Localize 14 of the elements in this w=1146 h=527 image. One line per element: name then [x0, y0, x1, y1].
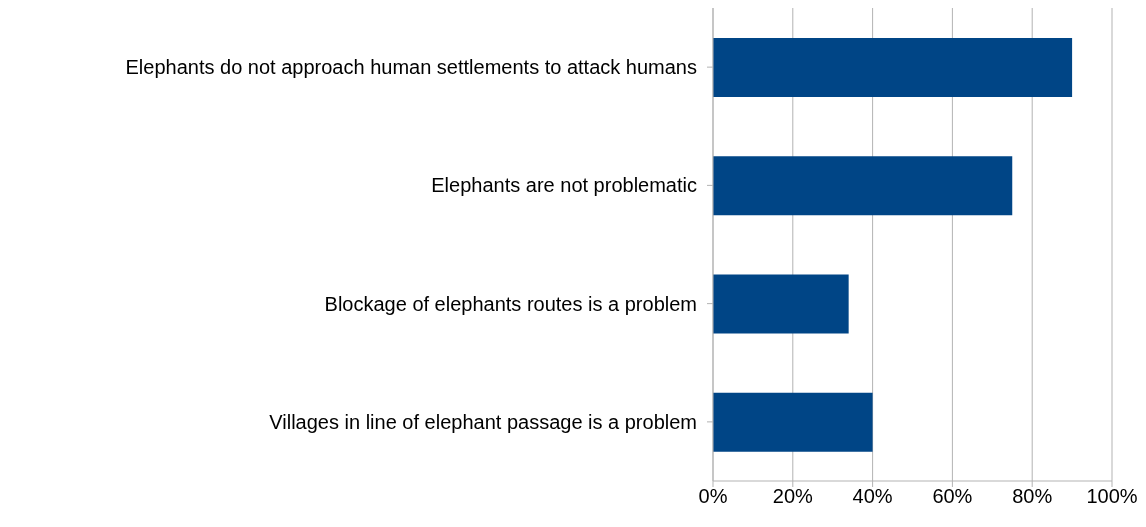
y-tick-label: Blockage of elephants routes is a problem	[324, 292, 697, 315]
bar	[713, 392, 873, 452]
bar	[713, 156, 1013, 216]
y-tick-label: Elephants do not approach human settlements to attack humans	[125, 56, 697, 79]
x-tick-label: 80%	[1012, 485, 1053, 508]
bar	[713, 38, 1073, 97]
x-tick-label: 0%	[698, 485, 728, 508]
bar	[713, 274, 849, 334]
x-tick-label: 60%	[932, 485, 973, 508]
x-tick-label: 20%	[772, 485, 814, 508]
x-tick-label: 100%	[1086, 485, 1138, 508]
x-tick-label: 40%	[852, 485, 893, 508]
y-tick-label: Elephants are not problematic	[431, 174, 697, 197]
y-tick-label: Villages in line of elephant passage is a problem	[269, 410, 697, 433]
